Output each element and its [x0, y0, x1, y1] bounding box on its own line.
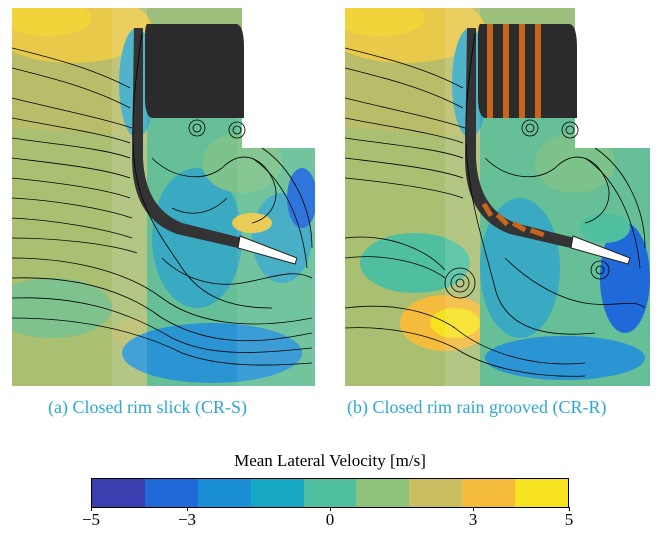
colorbar-segment: [197, 479, 251, 507]
colorbar-tick-label: −5: [81, 510, 101, 529]
streamlines: [345, 32, 646, 377]
caption-panel-a: (a) Closed rim slick (CR-S): [48, 397, 247, 417]
streamlines: [12, 32, 313, 366]
colorbar-segment: [409, 479, 463, 507]
colorbar-segment: [515, 479, 569, 507]
panel-closed-rim-slick: [12, 8, 317, 386]
colorbar-segment: [92, 479, 145, 507]
colorbar-title: Mean Lateral Velocity [m/s]: [234, 451, 426, 470]
colorbar-tick-label: 3: [468, 510, 478, 529]
colorbar-tick: [473, 507, 474, 511]
colorbar-tick: [187, 507, 188, 511]
colorbar-segment: [144, 479, 198, 507]
colorbar-tick: [91, 507, 92, 511]
panel-closed-rim-rain-grooved: [345, 8, 650, 386]
colorbar-tick-label: 5: [564, 510, 574, 529]
colorbar-segment: [250, 479, 304, 507]
colorbar: [91, 478, 569, 508]
colorbar-segment: [356, 479, 410, 507]
flow-field-rain-grooved: [345, 8, 650, 386]
tyre-rain-grooved: [478, 24, 577, 118]
rim-section: [465, 28, 575, 248]
flow-field-slick: [12, 8, 317, 386]
colorbar-tick-label: 0: [325, 510, 335, 529]
caption-panel-b: (b) Closed rim rain grooved (CR-R): [347, 397, 607, 417]
colorbar-tick-label: −3: [177, 510, 197, 529]
colorbar-tick: [330, 507, 331, 511]
tyre-grooves: [487, 24, 541, 118]
colorbar-segment: [462, 479, 516, 507]
colorbar-tick: [569, 507, 570, 511]
colorbar-segment: [303, 479, 357, 507]
rim-section: [132, 28, 242, 248]
tyre-slick: [145, 24, 244, 118]
